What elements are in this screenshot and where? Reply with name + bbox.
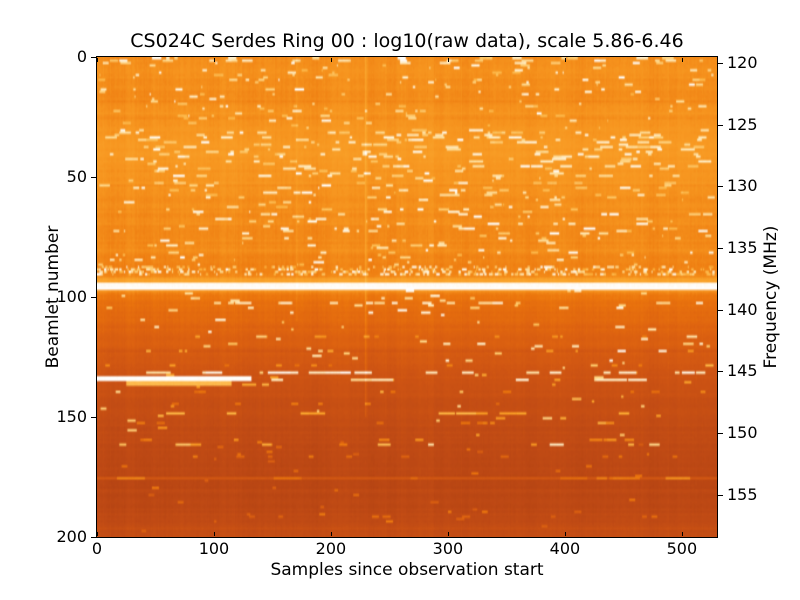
y-left-tick [91, 177, 96, 178]
x-tick [97, 58, 98, 62]
y-axis-label-left: Beamlet number [43, 225, 63, 369]
y-right-tick-label: 120 [727, 53, 758, 73]
y-left-tick [91, 297, 96, 298]
y-left-tick-label: 200 [56, 527, 87, 546]
x-tick-label: 300 [432, 539, 464, 558]
x-tick-label: 500 [666, 539, 698, 558]
y-right-tick [718, 432, 723, 434]
y-right-tick-label: 135 [727, 237, 758, 257]
plot-frame [96, 56, 718, 538]
x-axis-label: Samples since observation start [270, 560, 544, 580]
x-tick-label: 100 [198, 539, 230, 558]
x-tick [97, 532, 98, 536]
y-right-tick [718, 247, 723, 249]
x-tick [330, 58, 332, 62]
y-left-tick-label: 100 [56, 287, 87, 306]
x-tick [330, 532, 332, 536]
y-right-tick-label: 145 [727, 361, 758, 381]
y-right-tick-label: 125 [727, 114, 758, 134]
heatmap-image [97, 57, 717, 537]
y-left-tick [91, 537, 96, 538]
x-tick [447, 58, 449, 62]
y-right-tick-label: 155 [727, 484, 758, 504]
y-left-tick-label: 0 [76, 47, 87, 66]
x-tick [564, 532, 566, 536]
y-right-tick-label: 150 [727, 422, 758, 442]
x-tick-label: 200 [315, 539, 347, 558]
plot-title: CS024C Serdes Ring 00 : log10(raw data),… [130, 30, 684, 52]
y-right-tick-label: 130 [727, 176, 758, 196]
y-right-tick-label: 140 [727, 299, 758, 319]
x-tick-label: 0 [91, 539, 103, 558]
x-tick [447, 532, 449, 536]
y-right-tick [718, 371, 723, 373]
x-tick-label: 400 [549, 539, 581, 558]
y-left-tick-label: 50 [66, 167, 87, 186]
y-left-tick-label: 150 [56, 407, 87, 426]
x-tick [681, 532, 683, 536]
y-right-tick [718, 186, 723, 188]
x-tick [213, 58, 215, 62]
y-right-tick [718, 124, 723, 126]
y-left-tick [91, 417, 96, 418]
y-right-tick [718, 494, 723, 496]
y-right-tick [718, 63, 723, 65]
x-tick [681, 58, 683, 62]
y-left-tick [91, 57, 96, 58]
y-axis-label-right: Frequency (MHz) [761, 225, 781, 369]
x-tick [564, 58, 566, 62]
y-right-tick [718, 309, 723, 311]
x-tick [213, 532, 215, 536]
